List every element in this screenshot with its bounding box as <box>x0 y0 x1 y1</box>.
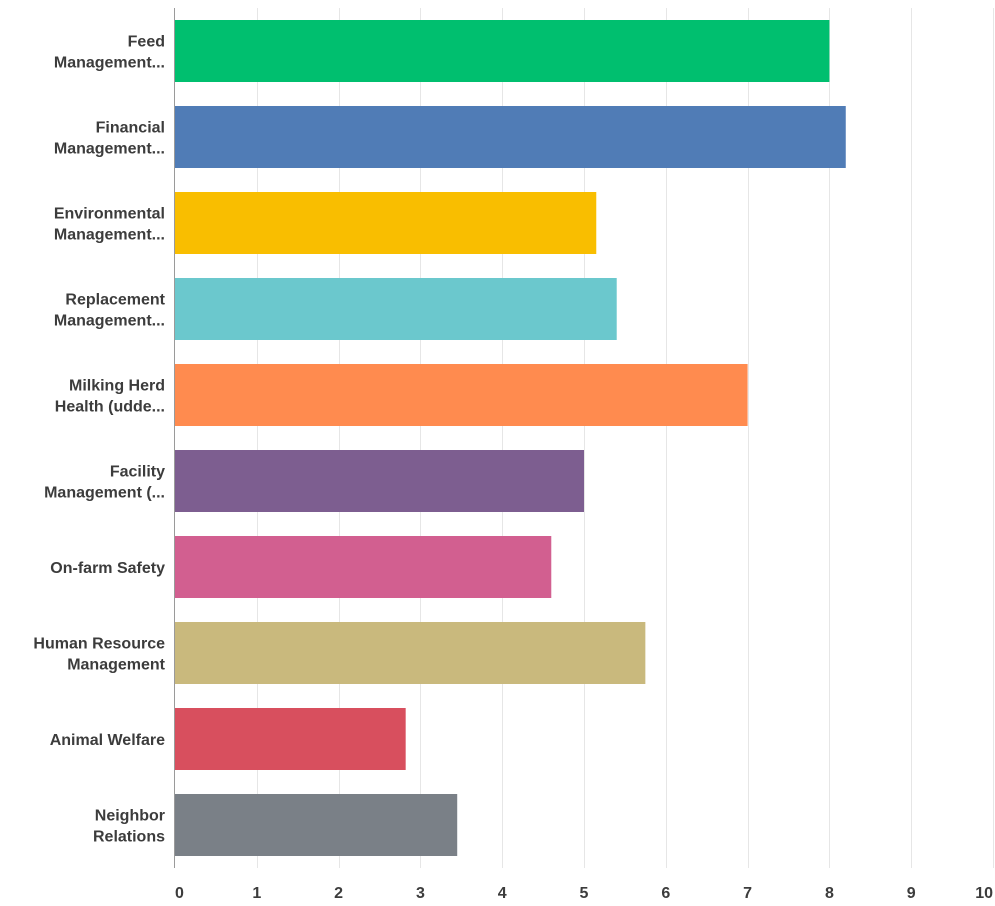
category-label: Facility <box>110 464 165 481</box>
category-label: Human Resource <box>33 636 165 653</box>
category-label: Feed <box>128 34 165 51</box>
bar <box>175 794 458 856</box>
x-tick-label: 4 <box>498 885 507 902</box>
bar <box>175 622 646 684</box>
category-label: Environmental <box>54 206 165 223</box>
bar <box>175 708 406 770</box>
category-label: Milking Herd <box>69 378 165 395</box>
category-label: Animal Welfare <box>50 732 165 749</box>
x-tick-label: 7 <box>743 885 752 902</box>
bar <box>175 106 846 168</box>
x-tick-label: 10 <box>975 885 993 902</box>
category-label: Management <box>67 657 165 674</box>
category-label: Health (udde... <box>55 399 165 416</box>
x-tick-label: 1 <box>252 885 261 902</box>
x-tick-label: 3 <box>416 885 425 902</box>
bar <box>175 364 748 426</box>
category-label: On-farm Safety <box>50 560 165 577</box>
bar <box>175 20 830 82</box>
category-labels: Feed Management... Financial Management... E… <box>33 34 165 846</box>
x-tick-label: 5 <box>580 885 589 902</box>
x-tick-label: 0 <box>175 885 184 902</box>
category-label: Management... <box>54 141 165 158</box>
category-label: Neighbor <box>95 808 165 825</box>
bar <box>175 192 597 254</box>
x-axis-tick-labels: 0 1 2 3 4 5 6 7 8 9 10 <box>175 885 993 902</box>
category-label: Management... <box>54 313 165 330</box>
category-label: Management... <box>54 55 165 72</box>
category-label: Management... <box>54 227 165 244</box>
x-tick-label: 6 <box>661 885 670 902</box>
bar <box>175 450 584 512</box>
category-label: Financial <box>96 120 165 137</box>
bar <box>175 278 617 340</box>
category-label: Relations <box>93 829 165 846</box>
bars <box>175 20 846 856</box>
bar <box>175 536 552 598</box>
category-label: Management (... <box>44 485 165 502</box>
x-tick-label: 9 <box>907 885 916 902</box>
x-tick-label: 2 <box>334 885 343 902</box>
category-label: Replacement <box>65 292 165 309</box>
x-tick-label: 8 <box>825 885 834 902</box>
